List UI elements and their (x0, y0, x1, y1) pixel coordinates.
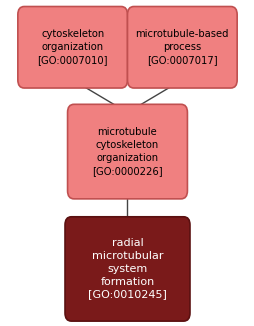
Text: cytoskeleton
organization
[GO:0007010]: cytoskeleton organization [GO:0007010] (37, 29, 107, 65)
FancyBboxPatch shape (127, 7, 236, 88)
FancyBboxPatch shape (67, 104, 187, 199)
Text: microtubule-based
process
[GO:0007017]: microtubule-based process [GO:0007017] (135, 29, 228, 65)
FancyBboxPatch shape (18, 7, 127, 88)
Text: microtubule
cytoskeleton
organization
[GO:0000226]: microtubule cytoskeleton organization [G… (92, 127, 162, 176)
FancyBboxPatch shape (65, 217, 189, 321)
Text: radial
microtubular
system
formation
[GO:0010245]: radial microtubular system formation [GO… (88, 238, 166, 300)
